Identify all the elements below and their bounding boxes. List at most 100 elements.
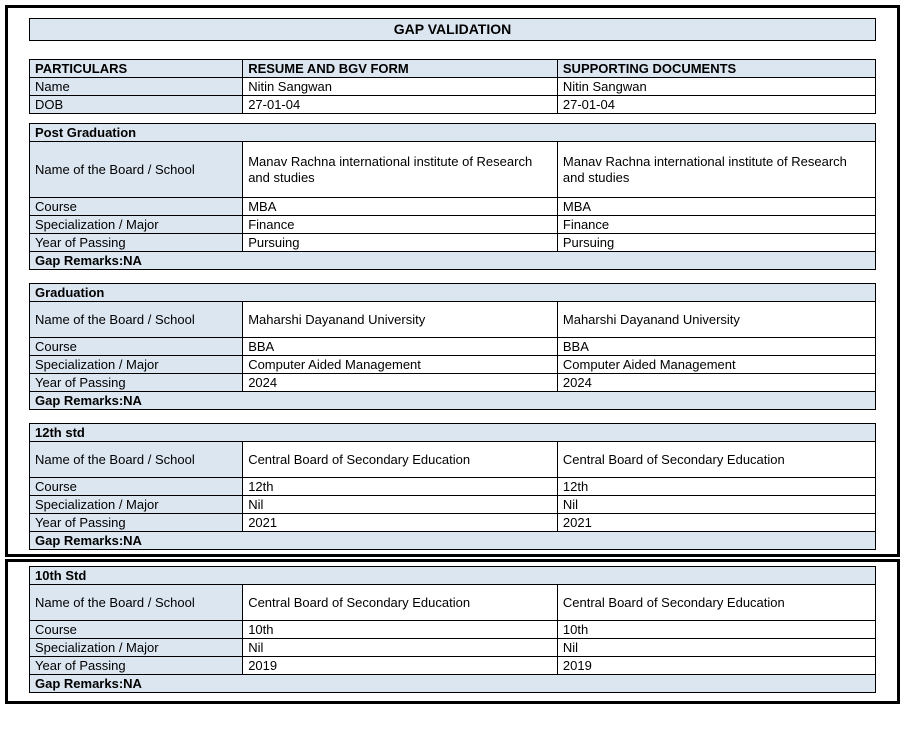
section-data-row: Year of Passing 2021 2021 — [28, 513, 877, 532]
column-header-supporting: SUPPORTING DOCUMENTS — [556, 59, 877, 78]
row-label: Specialization / Major — [28, 638, 244, 657]
supporting-value-cell: Manav Rachna international institute of … — [556, 141, 877, 198]
section-data-row: Name of the Board / School Maharshi Dayan… — [28, 301, 877, 338]
section-data-row: Specialization / Major Nil Nil — [28, 638, 877, 657]
column-header-particulars: PARTICULARS — [28, 59, 244, 78]
section-heading-row: Post Graduation — [29, 123, 876, 142]
section-heading-row: Graduation — [29, 283, 876, 302]
row-label: Name of the Board / School — [28, 301, 244, 338]
resume-value-cell: 27-01-04 — [242, 95, 558, 114]
section-heading-row: 10th Std — [29, 566, 876, 585]
section-heading: 12th std — [29, 423, 876, 442]
column-header-resume-bgv: RESUME AND BGV FORM — [242, 59, 558, 78]
supporting-value-cell: Nil — [556, 638, 877, 657]
supporting-value-cell: Pursuing — [556, 233, 877, 252]
resume-value-cell: Nitin Sangwan — [242, 77, 558, 96]
supporting-value-cell: 12th — [556, 477, 877, 496]
section-data-row: Year of Passing 2019 2019 — [28, 656, 877, 675]
section-data-row: Specialization / Major Computer Aided Man… — [28, 355, 877, 374]
row-label: Name of the Board / School — [28, 141, 244, 198]
section-heading: Post Graduation — [29, 123, 876, 142]
resume-value-cell: 2019 — [242, 656, 558, 675]
section-heading-row: 12th std — [29, 423, 876, 442]
row-label: Name of the Board / School — [28, 584, 244, 621]
section-data-row: Course 10th 10th — [28, 620, 877, 639]
gap-remarks-row: Gap Remarks:NA — [29, 391, 876, 410]
section-data-row: Specialization / Major Finance Finance — [28, 215, 877, 234]
resume-value-cell: 2021 — [242, 513, 558, 532]
supporting-value-cell: Nil — [556, 495, 877, 514]
resume-value-cell: BBA — [242, 337, 558, 356]
row-label: Specialization / Major — [28, 355, 244, 374]
gap-remarks-row: Gap Remarks:NA — [29, 674, 876, 693]
supporting-value-cell: Computer Aided Management — [556, 355, 877, 374]
row-label: Course — [28, 197, 244, 216]
supporting-value-cell: Maharshi Dayanand University — [556, 301, 877, 338]
resume-value-cell: Maharshi Dayanand University — [242, 301, 558, 338]
gap-remarks: Gap Remarks:NA — [29, 531, 876, 550]
supporting-value-cell: Central Board of Secondary Education — [556, 441, 877, 478]
supporting-value-cell: 10th — [556, 620, 877, 639]
row-label: Course — [28, 477, 244, 496]
education-section-table: Post Graduation Name of the Board / Schoo… — [28, 123, 877, 270]
resume-value-cell: 12th — [242, 477, 558, 496]
row-label: Year of Passing — [28, 513, 244, 532]
supporting-value-cell: 27-01-04 — [556, 95, 877, 114]
supporting-value-cell: Finance — [556, 215, 877, 234]
section-data-row: Course 12th 12th — [28, 477, 877, 496]
section-data-row: Year of Passing 2024 2024 — [28, 373, 877, 392]
section-data-row: Course BBA BBA — [28, 337, 877, 356]
education-sections-container: Post Graduation Name of the Board / Schoo… — [28, 123, 877, 550]
supporting-value-cell: 2021 — [556, 513, 877, 532]
section-data-row: Course MBA MBA — [28, 197, 877, 216]
row-label: Course — [28, 337, 244, 356]
row-label: Year of Passing — [28, 656, 244, 675]
gap-remarks: Gap Remarks:NA — [29, 674, 876, 693]
resume-value-cell: Central Board of Secondary Education — [242, 441, 558, 478]
education-section-table: Graduation Name of the Board / School Maha… — [28, 283, 877, 410]
education-sections-container: 10th Std Name of the Board / School Centra… — [28, 566, 877, 693]
supporting-value-cell: 2019 — [556, 656, 877, 675]
table-header-row: PARTICULARS RESUME AND BGV FORM SUPPORTI… — [28, 59, 877, 78]
row-label: Name of the Board / School — [28, 441, 244, 478]
supporting-value-cell: 2024 — [556, 373, 877, 392]
row-label: Year of Passing — [28, 373, 244, 392]
supporting-value-cell: Central Board of Secondary Education — [556, 584, 877, 621]
gap-remarks-row: Gap Remarks:NA — [29, 251, 876, 270]
supporting-value-cell: Nitin Sangwan — [556, 77, 877, 96]
document-title: GAP VALIDATION — [29, 18, 876, 41]
row-label: Specialization / Major — [28, 215, 244, 234]
row-label: Course — [28, 620, 244, 639]
section-data-row: Name of the Board / School Central Board … — [28, 441, 877, 478]
resume-value-cell: Nil — [242, 638, 558, 657]
education-section-table: 12th std Name of the Board / School Centra… — [28, 423, 877, 550]
section-data-row: Year of Passing Pursuing Pursuing — [28, 233, 877, 252]
row-label: Name — [28, 77, 244, 96]
gap-remarks: Gap Remarks:NA — [29, 251, 876, 270]
row-label: Specialization / Major — [28, 495, 244, 514]
resume-value-cell: Finance — [242, 215, 558, 234]
section-heading: 10th Std — [29, 566, 876, 585]
particulars-row: Name Nitin Sangwan Nitin Sangwan — [28, 77, 877, 96]
particulars-row: DOB 27-01-04 27-01-04 — [28, 95, 877, 114]
resume-value-cell: MBA — [242, 197, 558, 216]
tenth-std-frame: 10th Std Name of the Board / School Centra… — [5, 559, 900, 704]
resume-value-cell: 2024 — [242, 373, 558, 392]
section-data-row: Specialization / Major Nil Nil — [28, 495, 877, 514]
gap-validation-frame: GAP VALIDATION PARTICULARS RESUME AND BG… — [5, 5, 900, 557]
gap-remarks-row: Gap Remarks:NA — [29, 531, 876, 550]
resume-value-cell: 10th — [242, 620, 558, 639]
row-label: DOB — [28, 95, 244, 114]
section-data-row: Name of the Board / School Manav Rachna i… — [28, 141, 877, 198]
resume-value-cell: Central Board of Secondary Education — [242, 584, 558, 621]
gap-remarks: Gap Remarks:NA — [29, 391, 876, 410]
supporting-value-cell: MBA — [556, 197, 877, 216]
resume-value-cell: Pursuing — [242, 233, 558, 252]
resume-value-cell: Computer Aided Management — [242, 355, 558, 374]
resume-value-cell: Manav Rachna international institute of … — [242, 141, 558, 198]
education-section-table: 10th Std Name of the Board / School Centra… — [28, 566, 877, 693]
supporting-value-cell: BBA — [556, 337, 877, 356]
resume-value-cell: Nil — [242, 495, 558, 514]
section-data-row: Name of the Board / School Central Board … — [28, 584, 877, 621]
